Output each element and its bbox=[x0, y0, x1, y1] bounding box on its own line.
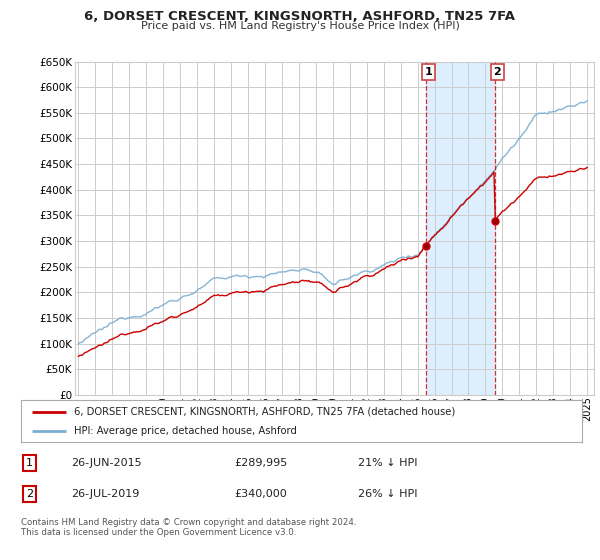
Text: 26% ↓ HPI: 26% ↓ HPI bbox=[358, 489, 417, 500]
Text: £340,000: £340,000 bbox=[234, 489, 287, 500]
Text: 1: 1 bbox=[26, 458, 33, 468]
Text: HPI: Average price, detached house, Ashford: HPI: Average price, detached house, Ashf… bbox=[74, 426, 297, 436]
Text: 26-JUL-2019: 26-JUL-2019 bbox=[71, 489, 140, 500]
Text: £289,995: £289,995 bbox=[234, 458, 287, 468]
Text: 2: 2 bbox=[494, 67, 502, 77]
Bar bbox=[426, 62, 495, 395]
Text: 26-JUN-2015: 26-JUN-2015 bbox=[71, 458, 142, 468]
Text: 21% ↓ HPI: 21% ↓ HPI bbox=[358, 458, 417, 468]
Text: Contains HM Land Registry data © Crown copyright and database right 2024.
This d: Contains HM Land Registry data © Crown c… bbox=[21, 518, 356, 538]
Text: 1: 1 bbox=[424, 67, 432, 77]
Text: 6, DORSET CRESCENT, KINGSNORTH, ASHFORD, TN25 7FA (detached house): 6, DORSET CRESCENT, KINGSNORTH, ASHFORD,… bbox=[74, 407, 455, 417]
Text: 6, DORSET CRESCENT, KINGSNORTH, ASHFORD, TN25 7FA: 6, DORSET CRESCENT, KINGSNORTH, ASHFORD,… bbox=[85, 10, 515, 23]
Text: 2: 2 bbox=[26, 489, 33, 500]
Text: Price paid vs. HM Land Registry's House Price Index (HPI): Price paid vs. HM Land Registry's House … bbox=[140, 21, 460, 31]
